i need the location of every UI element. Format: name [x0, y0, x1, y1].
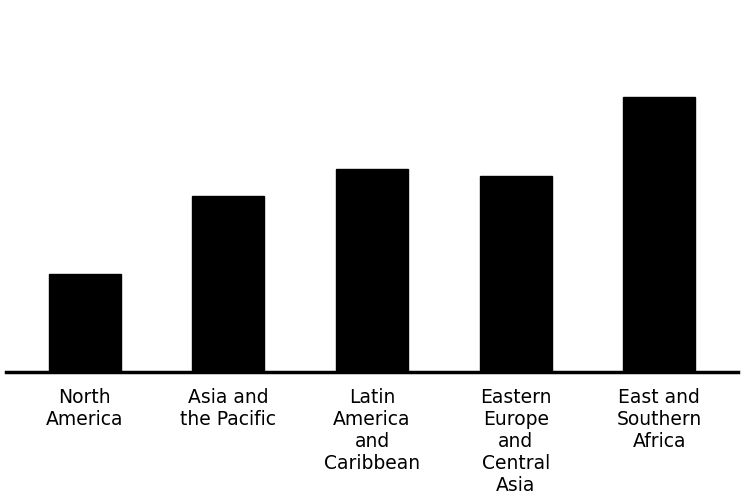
- Bar: [48, 274, 121, 372]
- Bar: [623, 97, 696, 372]
- Bar: [193, 195, 264, 372]
- Bar: [336, 169, 408, 372]
- Bar: [480, 176, 551, 372]
